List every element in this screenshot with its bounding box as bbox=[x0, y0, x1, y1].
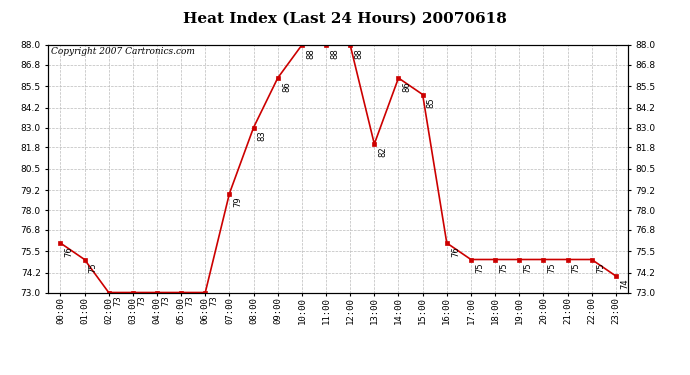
Text: 88: 88 bbox=[331, 48, 339, 58]
Text: 86: 86 bbox=[282, 81, 291, 92]
Text: 73: 73 bbox=[186, 295, 195, 306]
Text: 75: 75 bbox=[524, 262, 533, 273]
Text: Heat Index (Last 24 Hours) 20070618: Heat Index (Last 24 Hours) 20070618 bbox=[183, 11, 507, 25]
Text: 85: 85 bbox=[427, 97, 436, 108]
Text: Copyright 2007 Cartronics.com: Copyright 2007 Cartronics.com bbox=[51, 48, 195, 57]
Text: 83: 83 bbox=[258, 130, 267, 141]
Text: 75: 75 bbox=[475, 262, 484, 273]
Text: 73: 73 bbox=[137, 295, 146, 306]
Text: 73: 73 bbox=[210, 295, 219, 306]
Text: 76: 76 bbox=[451, 246, 460, 256]
Text: 88: 88 bbox=[355, 48, 364, 58]
Text: 75: 75 bbox=[572, 262, 581, 273]
Text: 76: 76 bbox=[65, 246, 74, 256]
Text: 73: 73 bbox=[161, 295, 170, 306]
Text: 75: 75 bbox=[596, 262, 605, 273]
Text: 79: 79 bbox=[234, 196, 243, 207]
Text: 73: 73 bbox=[113, 295, 122, 306]
Text: 88: 88 bbox=[306, 48, 315, 58]
Text: 74: 74 bbox=[620, 279, 629, 290]
Text: 86: 86 bbox=[403, 81, 412, 92]
Text: 75: 75 bbox=[548, 262, 557, 273]
Text: 75: 75 bbox=[500, 262, 509, 273]
Text: 75: 75 bbox=[89, 262, 98, 273]
Text: 82: 82 bbox=[379, 147, 388, 158]
